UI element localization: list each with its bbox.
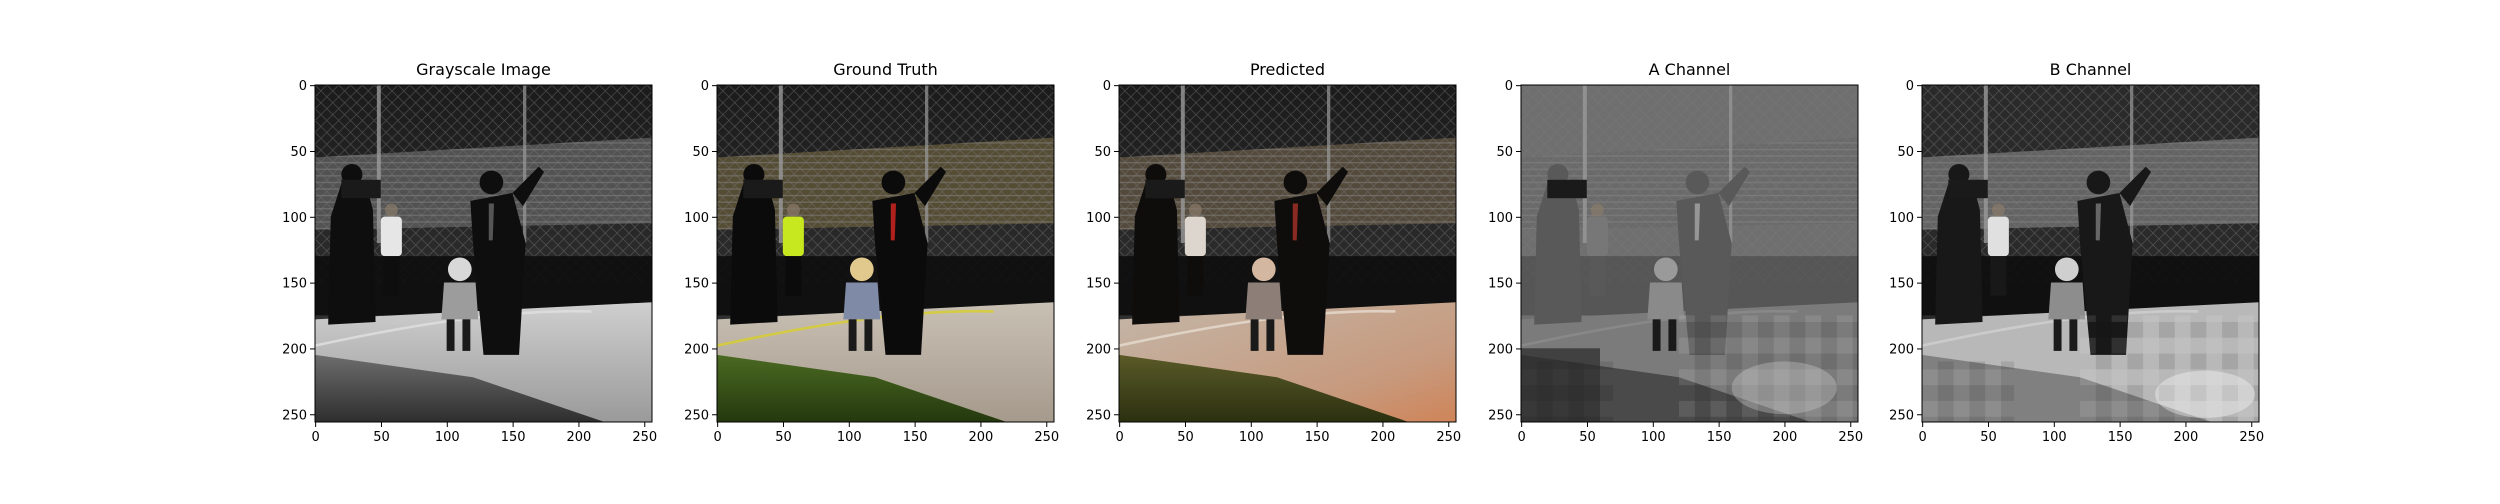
y-tick-label: 50 [1094, 145, 1111, 160]
panel-3: Predicted 0 50 100 150 200 250 0 50 100 150 200 250 [1086, 60, 1461, 445]
y-tick-label: 50 [290, 145, 307, 160]
panel-title: Grayscale Image [416, 60, 551, 79]
x-tick-label: 0 [1518, 430, 1526, 445]
panel-4: A Channel 0 50 100 150 200 250 0 50 100 150 200 250 [1488, 60, 1863, 445]
y-tick-label: 50 [1496, 145, 1513, 160]
axes-frame [1921, 84, 2260, 423]
x-tick-label: 150 [903, 430, 928, 445]
x-tick-label: 200 [1773, 430, 1798, 445]
x-tick-label: 200 [2174, 430, 2199, 445]
panel-title: Ground Truth [833, 60, 938, 79]
y-tick-label: 100 [1488, 211, 1513, 226]
panel-2: Ground Truth 0 50 100 150 200 250 0 50 100 150 200 2… [684, 60, 1059, 445]
axes-frame [716, 84, 1055, 423]
panel-title: Predicted [1250, 60, 1325, 79]
y-tick-label: 150 [282, 277, 307, 292]
y-tick-label: 150 [1086, 277, 1111, 292]
axes-frame [314, 84, 653, 423]
y-tick-label: 0 [1505, 79, 1513, 94]
x-tick-label: 150 [1707, 430, 1732, 445]
x-tick-label: 200 [969, 430, 994, 445]
y-tick-label: 50 [692, 145, 709, 160]
y-tick-label: 100 [1889, 211, 1914, 226]
y-tick-label: 200 [1488, 342, 1513, 357]
x-tick-label: 50 [1579, 430, 1596, 445]
x-tick-label: 150 [501, 430, 526, 445]
x-tick-label: 200 [1371, 430, 1396, 445]
y-tick-label: 200 [684, 342, 709, 357]
photo-image [1521, 85, 1858, 422]
x-tick-label: 250 [632, 430, 657, 445]
y-tick-label: 0 [701, 79, 709, 94]
y-tick-label: 250 [1488, 408, 1513, 423]
x-tick-label: 50 [1177, 430, 1194, 445]
y-tick-label: 200 [1086, 342, 1111, 357]
panel-1: Grayscale Image 0 50 100 150 200 250 0 50 100 150 2… [282, 60, 657, 445]
y-tick-label: 250 [1889, 408, 1914, 423]
x-tick-label: 250 [1436, 430, 1461, 445]
x-tick-label: 50 [775, 430, 792, 445]
y-tick-label: 200 [1889, 342, 1914, 357]
y-tick-label: 150 [1889, 277, 1914, 292]
x-tick-label: 100 [1641, 430, 1666, 445]
x-tick-label: 50 [373, 430, 390, 445]
x-tick-label: 250 [2239, 430, 2264, 445]
y-tick-label: 0 [299, 79, 307, 94]
panel-title: B Channel [2050, 60, 2132, 79]
y-tick-label: 200 [282, 342, 307, 357]
photo-image [315, 85, 652, 422]
x-tick-label: 100 [1239, 430, 1264, 445]
photo-image [1119, 85, 1456, 422]
y-tick-label: 0 [1103, 79, 1111, 94]
photo-image [1922, 85, 2259, 422]
x-tick-label: 100 [837, 430, 862, 445]
y-tick-label: 100 [684, 211, 709, 226]
y-tick-label: 50 [1897, 145, 1914, 160]
x-tick-label: 100 [435, 430, 460, 445]
x-tick-label: 150 [2108, 430, 2133, 445]
y-tick-label: 100 [282, 211, 307, 226]
x-tick-label: 0 [312, 430, 320, 445]
y-tick-label: 100 [1086, 211, 1111, 226]
x-tick-label: 0 [1116, 430, 1124, 445]
photo-image [717, 85, 1054, 422]
x-tick-label: 150 [1305, 430, 1330, 445]
y-tick-label: 150 [1488, 277, 1513, 292]
x-tick-label: 250 [1838, 430, 1863, 445]
y-tick-label: 250 [1086, 408, 1111, 423]
x-tick-label: 200 [567, 430, 592, 445]
axes-frame [1118, 84, 1457, 423]
y-tick-label: 150 [684, 277, 709, 292]
x-tick-label: 0 [714, 430, 722, 445]
y-tick-label: 250 [282, 408, 307, 423]
x-tick-label: 100 [2042, 430, 2067, 445]
x-tick-label: 0 [1919, 430, 1927, 445]
panel-5: B Channel 0 50 100 150 200 250 0 50 100 150 200 250 [1889, 60, 2264, 445]
panel-title: A Channel [1649, 60, 1731, 79]
axes-frame [1520, 84, 1859, 423]
x-tick-label: 50 [1980, 430, 1997, 445]
x-tick-label: 250 [1034, 430, 1059, 445]
y-tick-label: 250 [684, 408, 709, 423]
y-tick-label: 0 [1906, 79, 1914, 94]
